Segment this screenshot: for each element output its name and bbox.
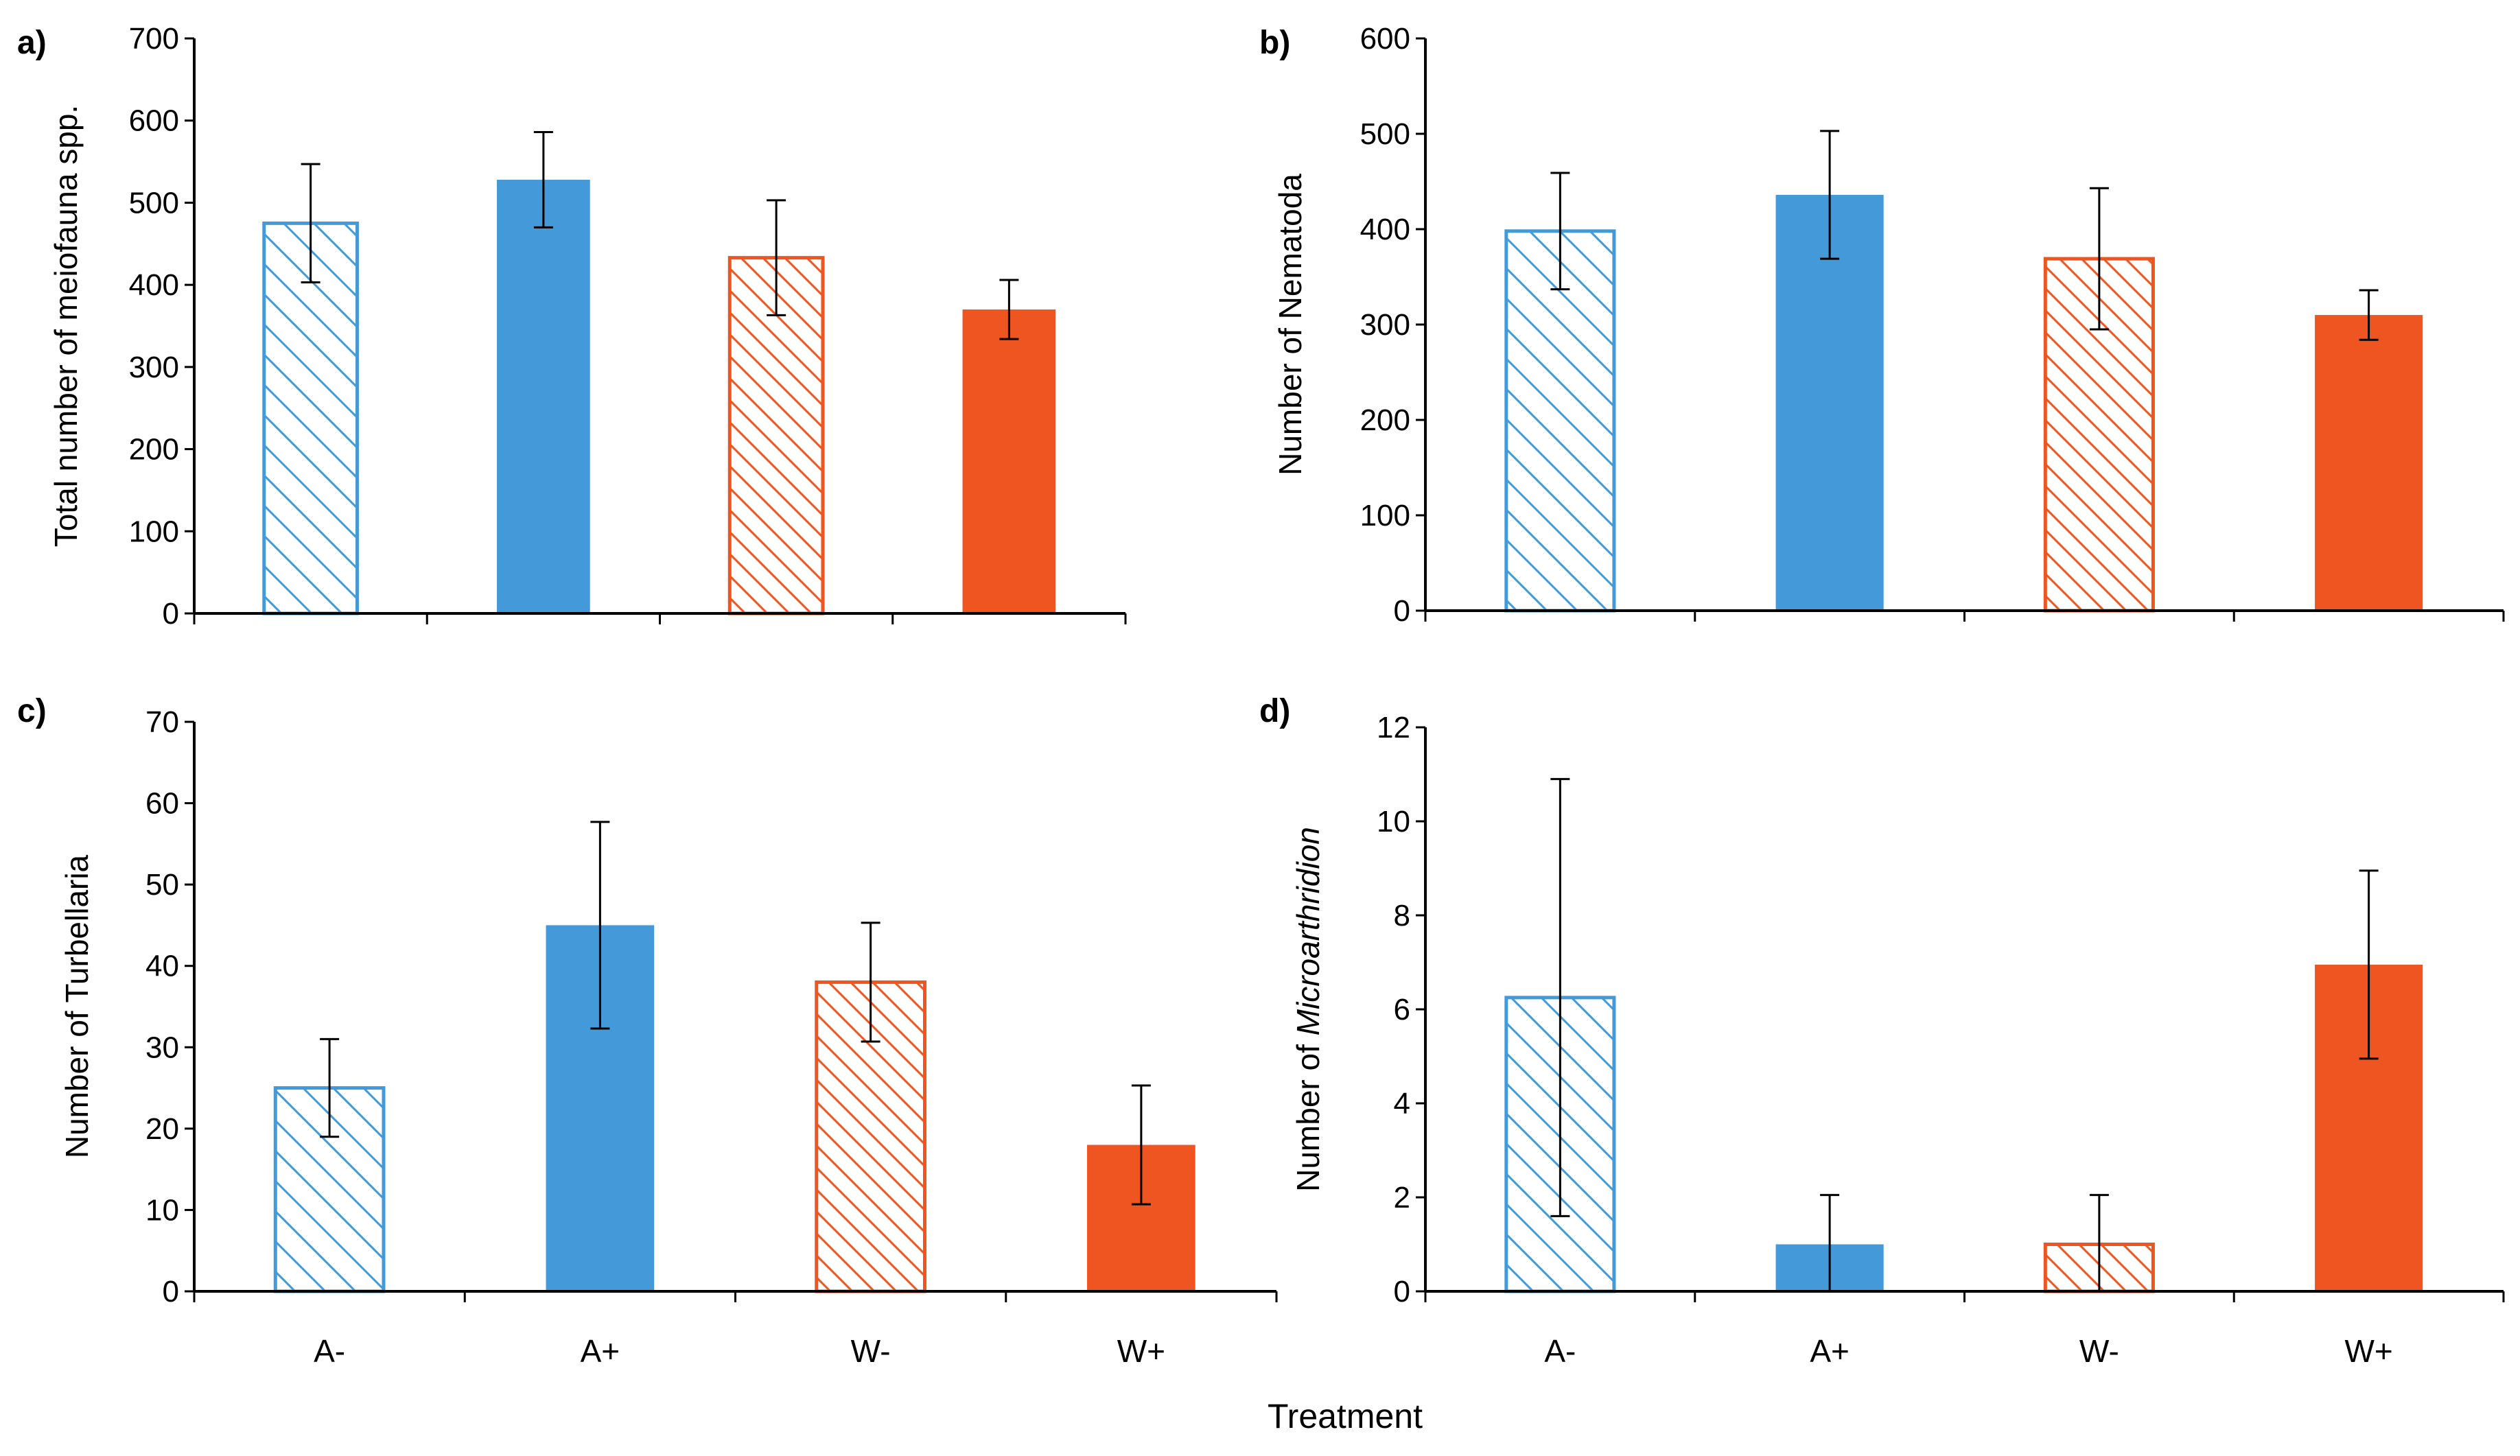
error-bar-c-2 — [590, 821, 610, 1030]
y-tick-label-c: 70 — [145, 705, 179, 739]
y-axis-title-d: Number of Microarthridion — [1290, 827, 1326, 1192]
error-bar-c-4 — [1131, 1084, 1151, 1206]
error-bar-a-1 — [301, 163, 320, 284]
bar-a-3 — [727, 256, 825, 615]
category-label-c-1: A- — [314, 1333, 345, 1369]
category-label-d-1: A- — [1544, 1333, 1576, 1369]
bar-b-1 — [1504, 229, 1616, 613]
y-tick-label-d: 0 — [1394, 1275, 1410, 1308]
panel-label-b: b) — [1259, 25, 1290, 61]
y-tick-label-d: 10 — [1377, 805, 1410, 838]
panel-b: 0 100 200 300 400 500 600 Number of Nematoda b) — [1259, 22, 2505, 628]
category-label-c-3: W- — [851, 1333, 891, 1369]
error-bar-b-2 — [1820, 130, 1840, 260]
y-tick-label-b: 200 — [1360, 403, 1410, 437]
y-tick-label-b: 0 — [1394, 594, 1410, 628]
y-tick-label-b: 500 — [1360, 117, 1410, 151]
error-bar-a-3 — [767, 199, 786, 316]
y-axis-title-text-b: Number of Nematoda — [1272, 174, 1308, 475]
y-tick-label-c: 30 — [145, 1031, 179, 1064]
y-axis-title-c: Number of Turbellaria — [59, 854, 95, 1158]
error-bar-a-4 — [999, 279, 1019, 340]
y-tick-label-a: 300 — [129, 351, 179, 384]
y-tick-label-c: 20 — [145, 1112, 179, 1146]
y-tick-label-a: 0 — [163, 597, 179, 631]
y-tick-label-d: 12 — [1377, 711, 1410, 744]
y-tick-label-c: 50 — [145, 868, 179, 902]
y-tick-label-d: 6 — [1394, 993, 1410, 1026]
bar-a-1 — [262, 221, 359, 615]
error-bar-d-4 — [2359, 869, 2379, 1060]
error-bar-c-3 — [861, 921, 880, 1043]
error-bar-a-2 — [533, 130, 553, 228]
bar-b-3 — [2043, 257, 2155, 613]
panel-d: 0 2 4 6 8 10 12 A- A+ W- W+ Number of Microarthridi… — [1259, 693, 2505, 1369]
bar-b-2 — [1775, 194, 1884, 611]
y-tick-label-b: 400 — [1360, 213, 1410, 246]
y-tick-label-c: 60 — [145, 787, 179, 821]
y-tick-label-d: 8 — [1394, 899, 1410, 932]
y-axis-title-b: Number of Nematoda — [1272, 174, 1308, 475]
y-tick-label-b: 100 — [1360, 499, 1410, 532]
bar-a-4 — [962, 309, 1056, 613]
panel-label-d: d) — [1259, 693, 1290, 729]
error-bar-b-4 — [2359, 289, 2379, 341]
global-x-axis-label: Treatment — [1268, 1397, 1423, 1435]
y-tick-label-b: 300 — [1360, 308, 1410, 342]
y-tick-label-a: 100 — [129, 515, 179, 548]
y-axis-title-text-c: Number of Turbellaria — [59, 854, 95, 1158]
category-label-c-2: A+ — [581, 1333, 620, 1369]
y-tick-label-a: 200 — [129, 433, 179, 467]
y-tick-label-c: 10 — [145, 1193, 179, 1227]
y-tick-label-b: 600 — [1360, 22, 1410, 56]
panel-label-c: c) — [17, 693, 47, 729]
y-tick-label-d: 4 — [1394, 1087, 1410, 1120]
bar-b-4 — [2315, 315, 2423, 611]
panel-c: 0 10 20 30 40 50 60 70 A- A+ W- W+ Number of Turbell… — [17, 693, 1278, 1369]
error-bar-c-1 — [320, 1037, 340, 1138]
y-tick-label-d: 2 — [1394, 1181, 1410, 1214]
panel-label-a: a) — [17, 25, 47, 61]
y-tick-label-c: 40 — [145, 950, 179, 983]
y-tick-label-a: 600 — [129, 104, 179, 138]
y-axis-title-text-a: Total number of meiofauna spp. — [48, 105, 84, 547]
error-bar-b-3 — [2089, 187, 2109, 331]
category-label-d-3: W- — [2079, 1333, 2119, 1369]
y-tick-label-a: 400 — [129, 268, 179, 302]
bar-a-2 — [497, 179, 590, 613]
y-axis-title-text-d: Number of — [1290, 1035, 1326, 1192]
error-bar-b-1 — [1550, 172, 1570, 291]
y-axis-title-italic-d: Microarthridion — [1290, 827, 1326, 1035]
category-label-d-4: W+ — [2344, 1333, 2392, 1369]
y-tick-label-a: 500 — [129, 186, 179, 220]
y-tick-label-c: 0 — [163, 1275, 179, 1308]
error-bar-d-1 — [1550, 777, 1570, 1217]
panel-a: 0 100 200 300 400 500 600 700 Total number of me… — [17, 22, 1127, 631]
y-tick-label-a: 700 — [129, 22, 179, 56]
y-axis-title-a: Total number of meiofauna spp. — [48, 105, 84, 547]
category-label-c-4: W+ — [1117, 1333, 1165, 1369]
category-label-d-2: A+ — [1810, 1333, 1850, 1369]
